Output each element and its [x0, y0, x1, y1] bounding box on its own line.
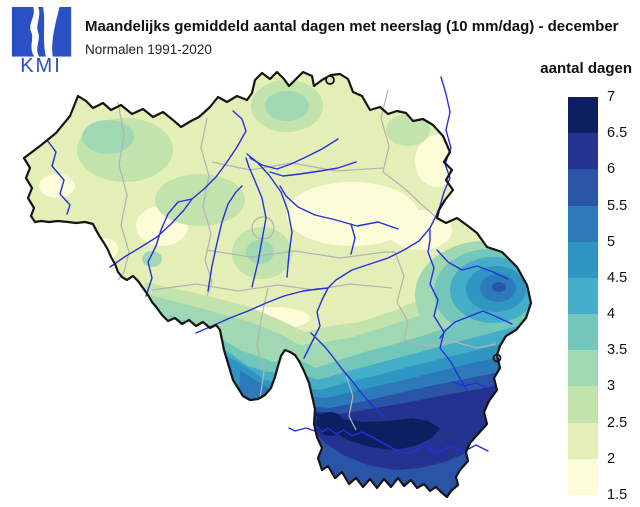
legend-cell: [568, 133, 598, 170]
river-lesse: [310, 332, 386, 419]
river-leie: [109, 198, 193, 268]
province-borders: [117, 89, 497, 431]
kmi-logo-square: [11, 6, 72, 57]
legend-label-2: 2: [607, 450, 616, 467]
river-vesdre: [436, 249, 509, 280]
legend-label-5.5: 5.5: [607, 197, 628, 214]
legend-label-3: 3: [607, 378, 616, 395]
river-semois: [315, 425, 489, 454]
legend-cell: [568, 350, 598, 387]
rivers: [46, 76, 513, 454]
contour-fills: [24, 72, 531, 497]
river-nete: [249, 138, 339, 170]
river-ourthe: [427, 229, 469, 393]
river-schelde: [145, 110, 247, 297]
legend-cell: [568, 386, 598, 423]
kmi-logo-wave-right: [42, 6, 60, 57]
legend-label-7: 7: [607, 89, 616, 105]
page-subtitle: Normalen 1991-2020: [85, 42, 212, 57]
legend-label-4.5: 4.5: [607, 269, 628, 286]
river-dijle: [246, 153, 293, 278]
legend-cell: [568, 205, 598, 242]
legend-cell: [568, 277, 598, 315]
river-ijzer: [46, 139, 71, 215]
legend-title: aantal dagen: [540, 60, 632, 77]
legend-label-2.5: 2.5: [607, 414, 628, 431]
legend-cell: [568, 458, 598, 495]
river-viroin: [288, 427, 319, 433]
legend-cell: [568, 97, 598, 134]
river-nete-2: [269, 161, 357, 177]
river-demer: [279, 185, 399, 230]
kmi-logo-wave-left: [30, 6, 40, 57]
baarle-enclave: [325, 75, 335, 85]
legend-label-1.5: 1.5: [607, 487, 628, 503]
river-sambre: [195, 287, 329, 334]
legend-label-3.5: 3.5: [607, 342, 628, 359]
legend-cell: [568, 314, 598, 351]
country-outline: [22, 70, 533, 499]
legend-cell: [568, 422, 598, 459]
contour-band-7-core: [316, 412, 344, 436]
river-ambleve: [439, 310, 513, 339]
page-title: Maandelijks gemiddeld aantal dagen met n…: [85, 18, 619, 35]
legend-label-5: 5: [607, 233, 616, 250]
legend-cell: [568, 241, 598, 278]
legend-label-4: 4: [607, 306, 616, 323]
river-gete: [350, 223, 356, 255]
river-maas: [303, 76, 452, 359]
river-sure: [451, 381, 497, 389]
river-dender: [207, 185, 243, 292]
legend-label-6: 6: [607, 161, 616, 178]
contour-band-6_5: [315, 413, 440, 450]
legend-label-6.5: 6.5: [607, 125, 628, 142]
border-knob: [492, 353, 502, 363]
river-zenne: [245, 157, 267, 288]
legend-color-bar: [568, 97, 598, 495]
kmi-logo-text: KMI: [20, 55, 62, 77]
legend-cell: [568, 169, 598, 206]
kmi-logo: [11, 6, 72, 57]
